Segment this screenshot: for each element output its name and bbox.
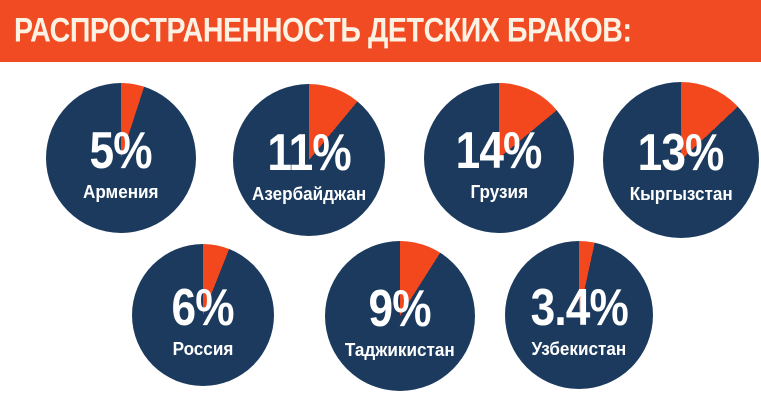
percent-label: 14% [456, 122, 543, 181]
pie-chart-7-узбекистан: 3.4% Узбекистан [505, 241, 653, 389]
country-label: Грузия [470, 181, 528, 202]
percent-label: 9% [368, 280, 432, 339]
pie-chart-5-россия: 6% Россия [132, 244, 274, 386]
header-bar: РАСПРОСТРАНЕННОСТЬ ДЕТСКИХ БРАКОВ: [0, 0, 761, 62]
country-label: Россия [172, 338, 234, 359]
percent-label: 13% [638, 124, 725, 183]
pie-chart-2-азербайджан: 11% Азербайджан [233, 84, 385, 236]
country-label: Азербайджан [251, 183, 367, 204]
percent-label: 3.4% [530, 279, 628, 338]
country-label: Таджикистан [345, 339, 455, 360]
country-label: Армения [83, 181, 159, 202]
page-title: РАСПРОСТРАНЕННОСТЬ ДЕТСКИХ БРАКОВ: [14, 11, 632, 50]
percent-label: 11% [267, 124, 351, 183]
pie-chart-3-грузия: 14% Грузия [424, 83, 574, 233]
percent-label: 6% [171, 279, 235, 338]
pie-chart-4-кыргызстан: 13% Кыргызстан [603, 82, 759, 238]
country-label: Узбекистан [531, 338, 627, 359]
pie-charts-area: 5% Армения 11% Азербайджан 14% Грузия 13% Кыргы… [0, 62, 761, 406]
pie-chart-6-таджикистан: 9% Таджикистан [325, 241, 475, 391]
pie-chart-1-армения: 5% Армения [46, 83, 196, 233]
country-label: Кыргызстан [629, 183, 733, 204]
percent-label: 5% [89, 122, 153, 181]
